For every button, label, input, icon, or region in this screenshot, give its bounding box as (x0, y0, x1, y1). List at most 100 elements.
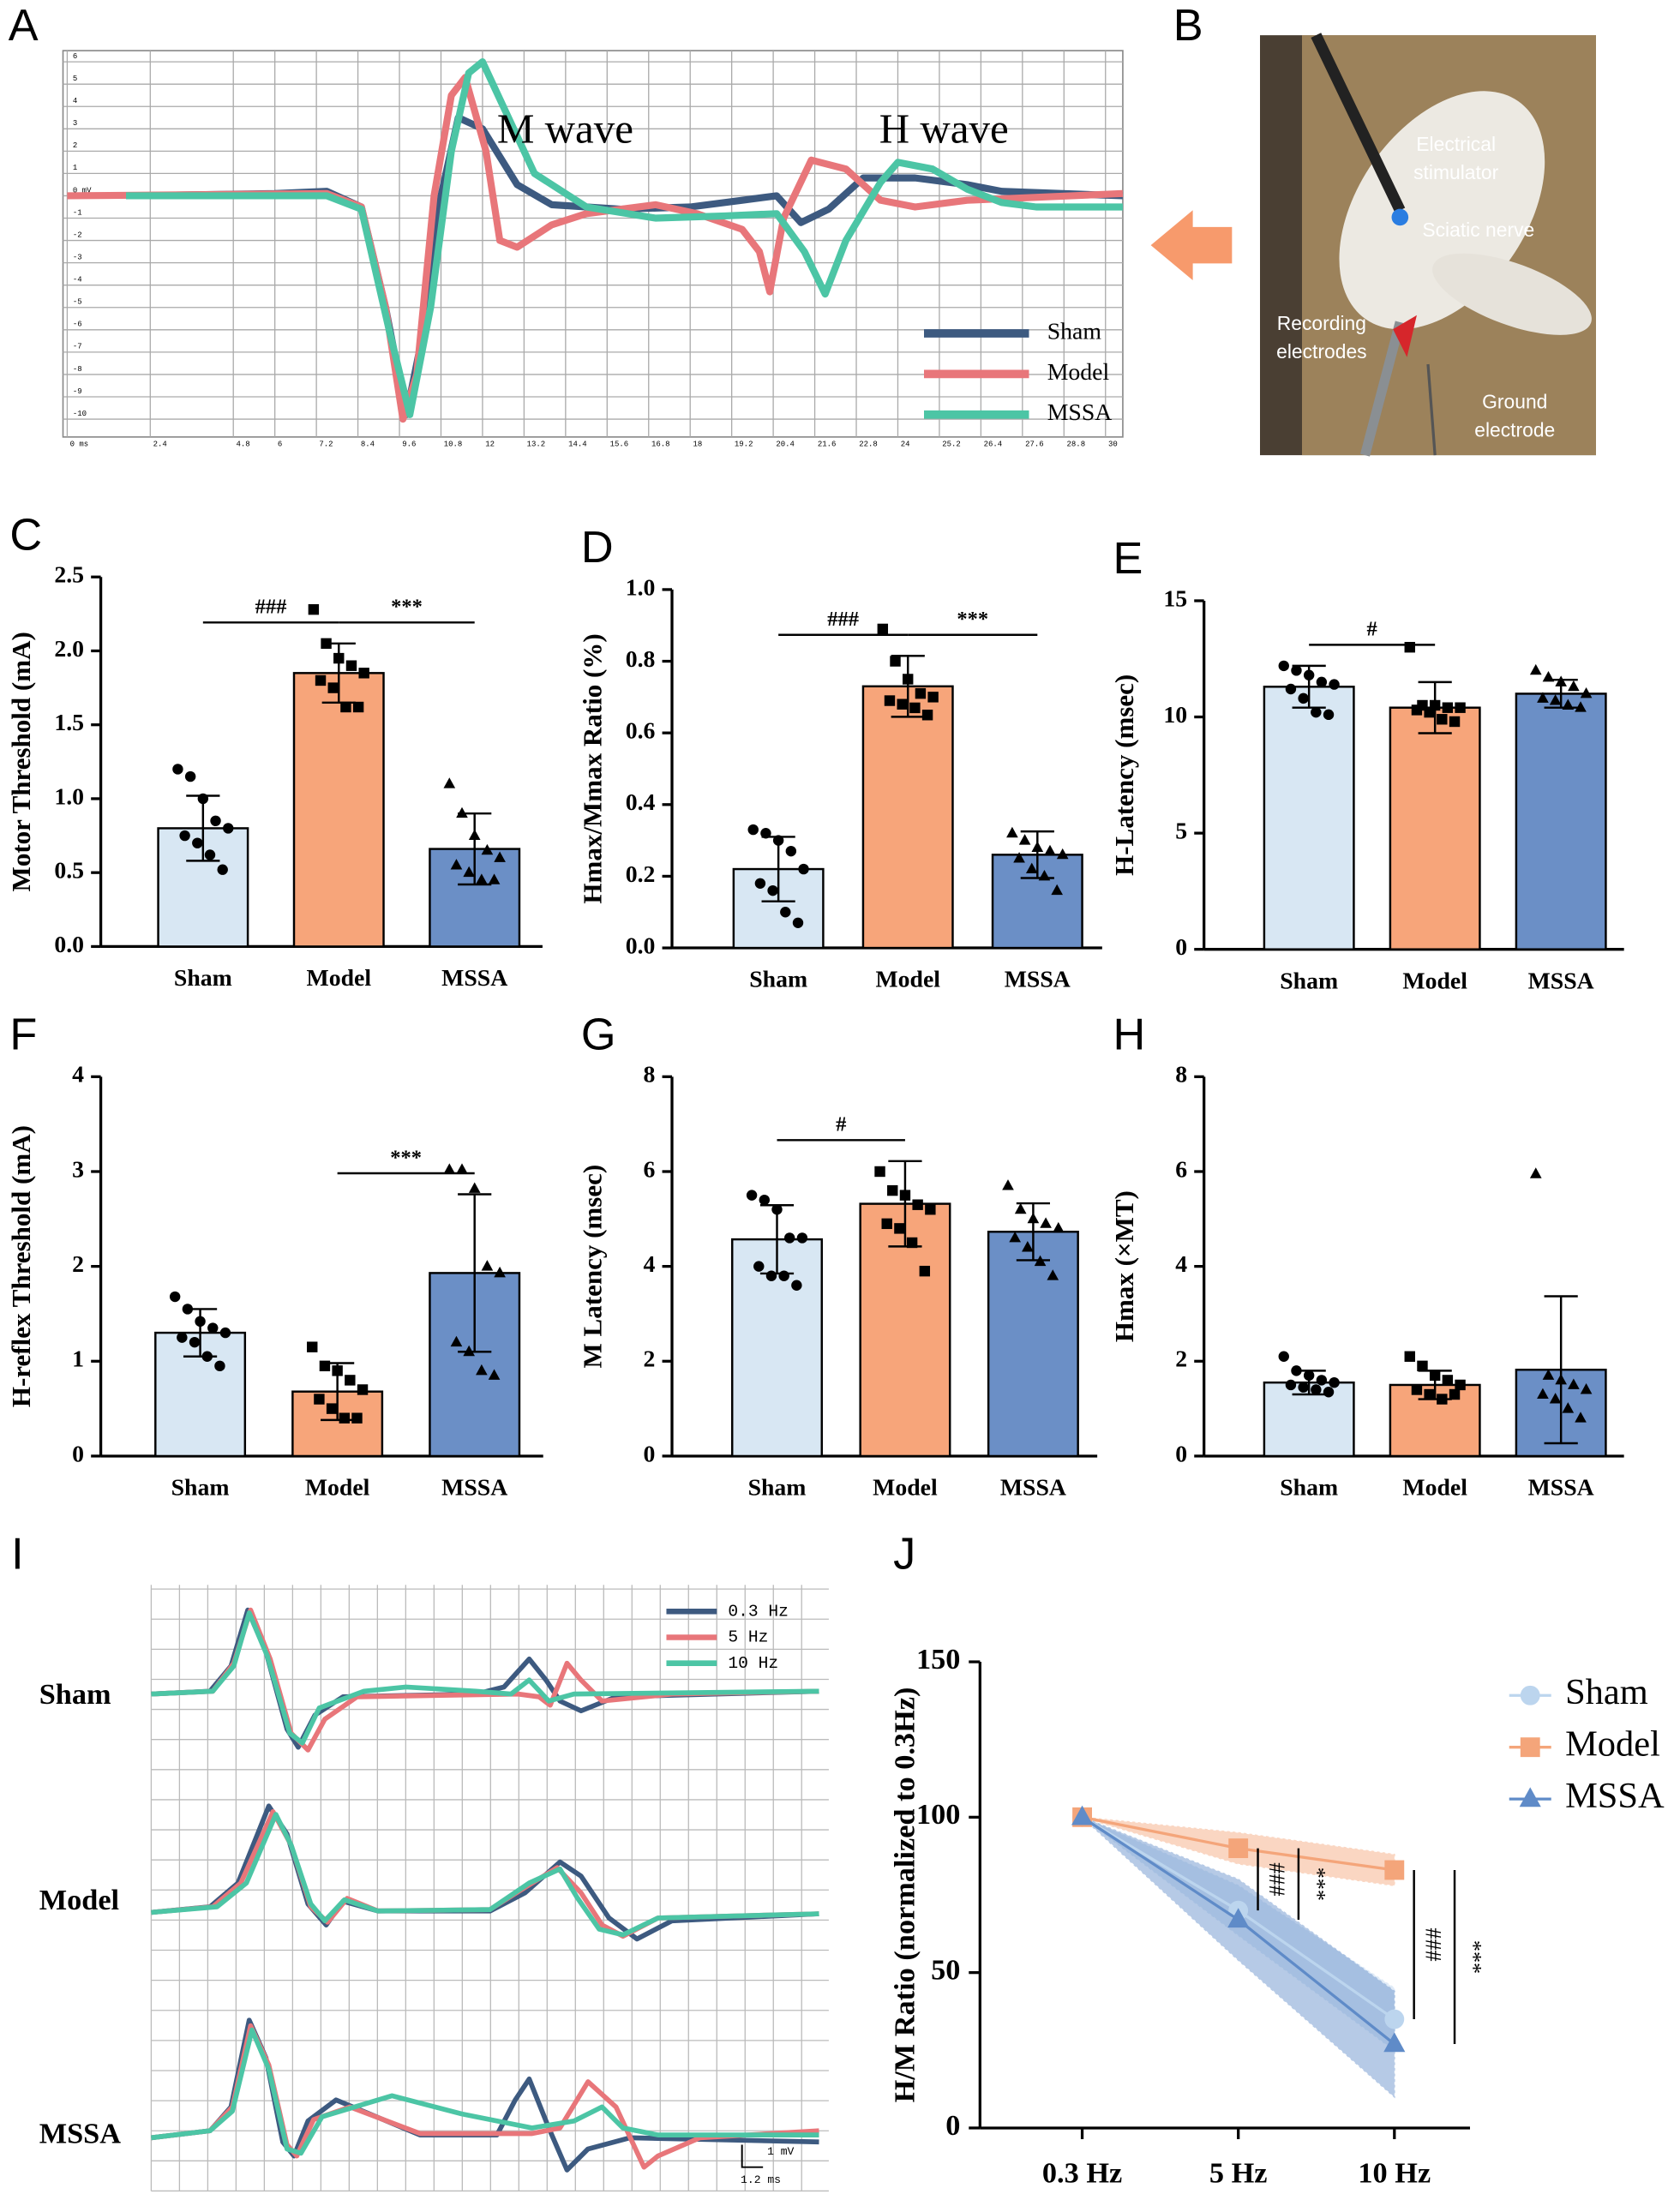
photo-annotation: electrode (1474, 418, 1555, 441)
scale-label: 1 mV (767, 2145, 794, 2158)
data-point (1323, 709, 1335, 721)
x-tick-label: Sham (1280, 968, 1338, 994)
y-tick-label: 50 (931, 1954, 960, 1987)
x-tick-label: Sham (174, 965, 232, 992)
error-bar (1544, 1295, 1578, 1445)
photo-annotation: Sciatic nerve (1422, 219, 1534, 241)
y-tick-label: 0.5 (54, 858, 84, 884)
legend-label: 5 Hz (728, 1628, 768, 1647)
x-tick-label: 15.6 (610, 440, 629, 448)
y-tick-label: -10 (73, 410, 87, 418)
legend-label: MSSA (1565, 1776, 1665, 1816)
photo-annotation: electrodes (1276, 340, 1366, 363)
bar (1263, 686, 1355, 950)
y-tick-label: 0 mV (73, 186, 92, 195)
panel-label: C (9, 510, 42, 560)
data-point (172, 764, 183, 775)
data-point (1009, 1231, 1021, 1243)
data-point (791, 1280, 802, 1291)
x-tick-label: Sham (1280, 1475, 1338, 1502)
data-point (927, 692, 939, 703)
y-tick-label: 0 (945, 2109, 960, 2142)
x-tick-label: 27.6 (1025, 440, 1044, 448)
data-point (333, 652, 345, 664)
data-point (481, 843, 494, 855)
data-point (1285, 683, 1297, 695)
y-tick-label: 2 (72, 1251, 84, 1278)
x-tick-label: Model (875, 967, 940, 993)
y-tick-label: 1.0 (54, 783, 84, 810)
data-point (780, 907, 791, 918)
data-point (319, 1360, 331, 1372)
data-point (307, 1341, 318, 1352)
data-point (358, 668, 369, 679)
y-tick-label: -5 (73, 298, 82, 307)
error-bar (458, 1193, 492, 1353)
data-point (1022, 1241, 1034, 1252)
data-point (1303, 1370, 1315, 1382)
data-point (189, 1336, 201, 1348)
data-point (1429, 1370, 1441, 1382)
data-point (197, 793, 209, 805)
photo-annotation: Recording (1277, 312, 1366, 334)
legend-label: Model (1047, 359, 1110, 386)
data-point (488, 873, 501, 884)
y-tick-label: 1 (72, 1346, 84, 1373)
significance-label: *** (1461, 1940, 1486, 1974)
data-point (792, 917, 804, 928)
data-point (450, 1335, 463, 1347)
data-point (352, 701, 364, 713)
x-tick-label: 24 (901, 440, 910, 448)
data-point (874, 1166, 885, 1178)
x-tick-label: Model (305, 1475, 370, 1502)
y-tick-label: -3 (73, 253, 82, 261)
data-point (746, 1190, 758, 1201)
y-tick-label: 3 (73, 119, 77, 128)
significance-label: # (1367, 618, 1377, 641)
data-point (345, 1375, 356, 1386)
ground-wire (1426, 363, 1437, 456)
row-label: MSSA (39, 2118, 122, 2150)
y-axis-label: Motor Threshold (mA) (6, 632, 36, 891)
y-tick-label: 15 (1163, 585, 1187, 612)
x-tick-label: Model (1402, 968, 1467, 994)
data-point (765, 1270, 777, 1281)
legend-label: MSSA (1047, 399, 1113, 426)
panel-label: J (893, 1529, 915, 1579)
point (1384, 1860, 1405, 1880)
data-point (903, 674, 914, 685)
data-point (321, 638, 332, 650)
x-tick-label: 19.2 (735, 440, 753, 448)
data-point (1562, 1402, 1575, 1413)
data-point (760, 828, 771, 839)
data-point (214, 1360, 225, 1372)
y-tick-label: 6 (1175, 1156, 1187, 1183)
y-tick-label: 8 (1175, 1062, 1187, 1088)
y-tick-label: 6 (73, 52, 77, 61)
panel-label: H (1113, 1010, 1146, 1059)
data-point (339, 1412, 351, 1424)
y-tick-label: 1.5 (54, 710, 84, 736)
data-point (877, 623, 889, 635)
data-point (488, 1369, 501, 1380)
data-point (754, 878, 766, 889)
y-tick-label: 1 (73, 164, 77, 172)
data-point (915, 687, 927, 699)
y-tick-label: 0.6 (626, 718, 656, 745)
data-point (1542, 1369, 1555, 1380)
data-point (1424, 1388, 1435, 1400)
bar (1515, 692, 1607, 950)
data-point (223, 823, 234, 834)
data-point (1449, 1388, 1461, 1400)
y-tick-label: 3 (72, 1156, 84, 1183)
bar (1389, 706, 1481, 950)
data-point (1411, 704, 1423, 716)
x-tick-label: 2.4 (153, 440, 167, 448)
trace (67, 74, 1124, 423)
data-point (1006, 826, 1018, 838)
data-point (1529, 1167, 1542, 1178)
data-point (456, 806, 468, 818)
data-point (1529, 663, 1542, 675)
data-point (1537, 1388, 1549, 1399)
